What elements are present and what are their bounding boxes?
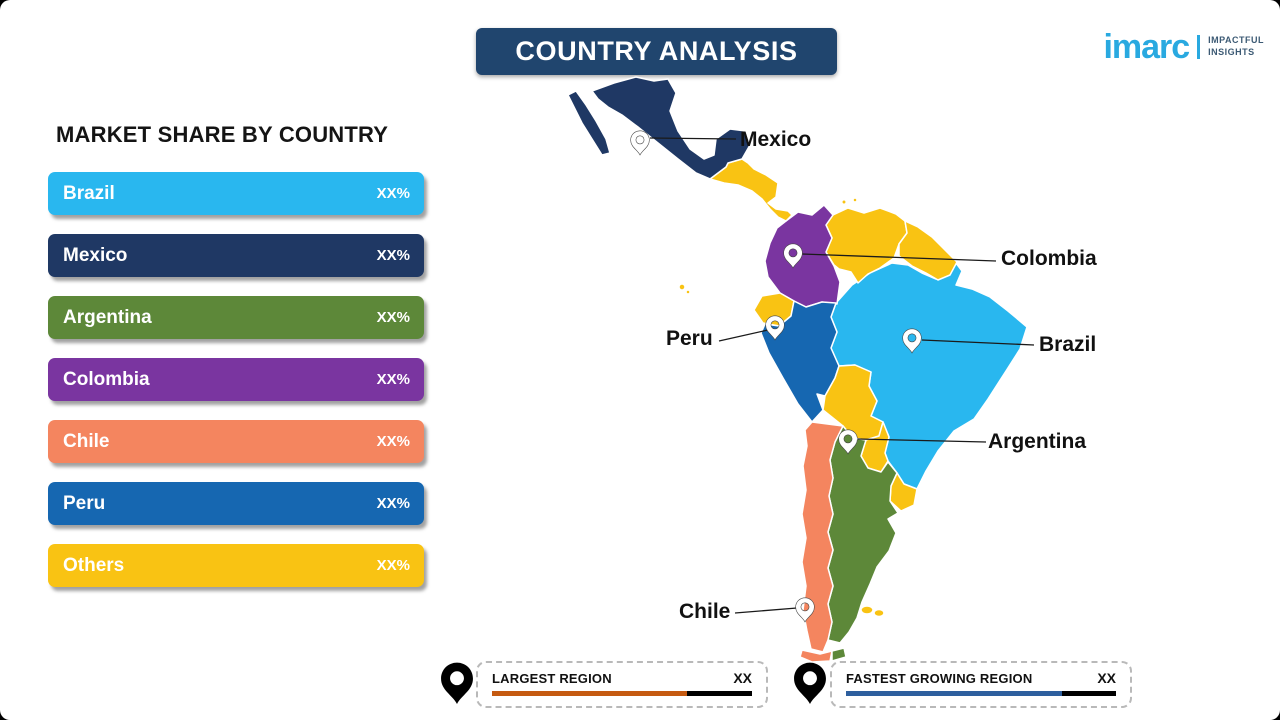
islands-caribbean-2 [852,197,858,203]
bar-country-label: Others [63,554,125,576]
map-label-brazil: Brazil [1039,333,1097,356]
map-label-chile: Chile [679,600,731,623]
country-colombia [764,204,841,308]
legend-largest-bar [492,691,752,696]
islands-falkland-east [873,608,885,618]
legend-fastest-bar-main [846,691,1062,696]
map-label-mexico: Mexico [740,128,812,151]
share-bar-others: Others XX% [48,544,424,587]
bar-country-label: Peru [63,492,106,514]
share-bar-brazil: Brazil XX% [48,172,424,215]
page-title: COUNTRY ANALYSIS [476,28,837,75]
country-mexico [591,76,751,180]
fastest-region-pin-icon [794,662,826,704]
leader-line-brazil [921,339,1035,346]
share-bar-argentina: Argentina XX% [48,296,424,339]
leader-line-peru [718,329,769,342]
leader-line-mexico [649,137,737,140]
share-bar-colombia: Colombia XX% [48,358,424,401]
share-bar-peru: Peru XX% [48,482,424,525]
legend-largest-label: LARGEST REGION [492,671,612,686]
bar-country-label: Chile [63,430,110,452]
leader-line-colombia [801,253,997,262]
market-share-list: Brazil XX% Mexico XX% Argentina XX% Colo… [48,172,424,606]
legend-fastest-bar-end [1062,691,1116,696]
imarc-logo: imarc IMPACTFUL INSIGHTS [1103,30,1264,64]
leader-line-argentina [857,438,987,443]
map-label-peru: Peru [666,327,713,350]
legend-fastest-bar [846,691,1116,696]
legend-fastest-label: FASTEST GROWING REGION [846,671,1033,686]
logo-tagline-line2: INSIGHTS [1208,47,1255,57]
islands-falkland [860,605,874,615]
latin-america-map [567,76,1035,663]
largest-region-pin-icon [441,662,473,704]
share-bar-mexico: Mexico XX% [48,234,424,277]
region-central-america [709,158,793,222]
legend-largest-value: XX [733,670,752,686]
islands-galapagos [678,283,686,291]
bar-country-label: Argentina [63,306,152,328]
bar-country-label: Brazil [63,182,115,204]
bar-value: XX% [376,371,410,388]
country-chile [801,421,844,653]
legend-fastest-value: XX [1097,670,1116,686]
leader-lines [649,137,1035,614]
region-tierra-del-fuego-east [831,647,847,662]
bar-country-label: Colombia [63,368,150,390]
region-baja-california [567,90,611,156]
islands-galapagos-small [685,289,691,295]
market-share-heading: MARKET SHARE BY COUNTRY [56,122,389,147]
leader-line-chile [734,607,798,614]
bar-country-label: Mexico [63,244,128,266]
bar-value: XX% [376,495,410,512]
islands-caribbean-1 [841,199,847,205]
logo-tagline-line1: IMPACTFUL [1208,35,1264,46]
legend-largest-region: LARGEST REGION XX [476,661,768,708]
bar-value: XX% [376,247,410,264]
share-bar-chile: Chile XX% [48,420,424,463]
map-pin-mexico-icon [630,130,650,156]
map-label-colombia: Colombia [1001,247,1097,270]
bar-value: XX% [376,433,410,450]
bar-value: XX% [376,557,410,574]
region-guianas [898,220,958,281]
logo-tagline: IMPACTFUL INSIGHTS [1197,35,1264,59]
legend-fastest-region: FASTEST GROWING REGION XX [830,661,1132,708]
bar-value: XX% [376,185,410,202]
region-tierra-del-fuego-west [799,649,833,663]
bar-value: XX% [376,309,410,326]
map-label-argentina: Argentina [988,430,1087,453]
legend-largest-bar-end [687,691,752,696]
logo-brand-text: imarc [1103,28,1190,66]
legend-largest-bar-main [492,691,687,696]
